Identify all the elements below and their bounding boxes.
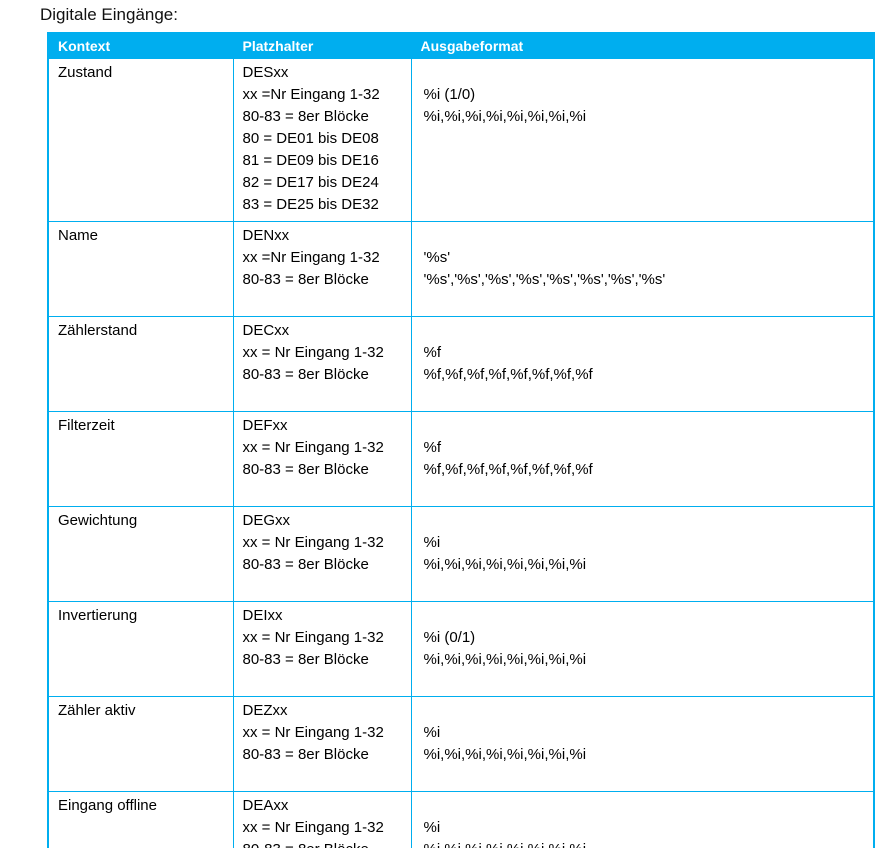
cell-line: %f,%f,%f,%f,%f,%f,%f,%f	[423, 366, 593, 383]
cell-line	[424, 225, 870, 247]
cell-line: %i,%i,%i,%i,%i,%i,%i,%i	[424, 839, 870, 848]
cell-line: xx = Nr Eingang 1-32	[242, 534, 384, 551]
cell-line: 82 = DE17 bis DE24	[242, 174, 379, 191]
cell-line: xx = Nr Eingang 1-32	[242, 629, 384, 646]
cell-ausgabeformat: %i %i,%i,%i,%i,%i,%i,%i,%i	[410, 696, 875, 792]
cell-ausgabeformat: %f %f,%f,%f,%f,%f,%f,%f,%f	[410, 411, 875, 507]
cell-line: 80-83 = 8er Blöcke	[242, 461, 369, 478]
cell-line: DENxx	[242, 227, 290, 244]
cell-line: 80-83 = 8er Blöcke	[242, 271, 369, 288]
cell-line: %i,%i,%i,%i,%i,%i,%i,%i	[423, 651, 587, 668]
cell-line: xx = Nr Eingang 1-32	[242, 819, 384, 836]
cell-platzhalter: DENxx xx =Nr Eingang 1-32 80-83 = 8er Blöc…	[232, 221, 412, 317]
cell-kontext: Invertierung	[47, 601, 234, 697]
cell-line: %i	[423, 534, 441, 551]
cell-line: %i	[423, 819, 441, 836]
cell-platzhalter: DEGxx xx = Nr Eingang 1-32 80-83 = 8er Blö…	[232, 506, 412, 602]
table-row: Zustand DESxx xx =Nr Eingang 1-32 80-83 = …	[47, 58, 875, 222]
cell-line: %i,%i,%i,%i,%i,%i,%i,%i	[423, 556, 587, 573]
cell-ausgabeformat: %i %i,%i,%i,%i,%i,%i,%i,%i	[410, 791, 875, 848]
cell-platzhalter: DECxx xx = Nr Eingang 1-32 80-83 = 8er Blö…	[232, 316, 412, 412]
cell-line	[424, 62, 870, 84]
cell-line: '%s'	[423, 249, 451, 266]
cell-line: %f	[423, 344, 442, 361]
cell-line: 80-83 = 8er Blöcke	[242, 746, 369, 763]
cell-line: %i (1/0)	[423, 86, 476, 103]
cell-line: %i (0/1)	[423, 629, 476, 646]
cell-kontext: Name	[47, 221, 234, 317]
cell-line	[424, 415, 870, 437]
cell-ausgabeformat: '%s' '%s','%s','%s','%s','%s','%s','%s','…	[410, 221, 875, 317]
cell-platzhalter: DEFxx xx = Nr Eingang 1-32 80-83 = 8er Blö…	[232, 411, 412, 507]
cell-kontext: Zählerstand	[47, 316, 234, 412]
cell-line: 80-83 = 8er Blöcke	[242, 108, 369, 125]
cell-platzhalter: DEZxx xx = Nr Eingang 1-32 80-83 = 8er Blö…	[232, 696, 412, 792]
cell-line: %f	[423, 439, 442, 456]
cell-kontext: Zähler aktiv	[47, 696, 234, 792]
table-row: Zähler aktiv DEZxx xx = Nr Eingang 1-32 80…	[47, 696, 875, 792]
cell-kontext: Filterzeit	[47, 411, 234, 507]
cell-platzhalter: DEIxx xx = Nr Eingang 1-32 80-83 = 8er Blö…	[232, 601, 412, 697]
cell-ausgabeformat: %i (0/1) %i,%i,%i,%i,%i,%i,%i,%i	[410, 601, 875, 697]
table-row: Invertierung DEIxx xx = Nr Eingang 1-32 80…	[47, 601, 875, 697]
cell-line: xx = Nr Eingang 1-32	[242, 439, 384, 456]
header-kontext: Kontext	[47, 32, 234, 59]
cell-kontext: Eingang offline	[47, 791, 234, 848]
cell-kontext: Gewichtung	[47, 506, 234, 602]
cell-line: xx =Nr Eingang 1-32	[242, 86, 380, 103]
table-row: Filterzeit DEFxx xx = Nr Eingang 1-32 80-8…	[47, 411, 875, 507]
cell-platzhalter: DESxx xx =Nr Eingang 1-32 80-83 = 8er Blöc…	[232, 58, 412, 222]
cell-line	[424, 605, 870, 627]
cell-kontext: Zustand	[47, 58, 234, 222]
cell-line	[424, 320, 870, 342]
page-title: Digitale Eingänge:	[40, 5, 178, 24]
cell-line: 81 = DE09 bis DE16	[242, 152, 379, 169]
cell-line: xx = Nr Eingang 1-32	[242, 344, 384, 361]
cell-line	[424, 510, 870, 532]
cell-line: DECxx	[242, 322, 290, 339]
cell-line: %i	[423, 724, 441, 741]
cell-line: 80-83 = 8er Blöcke	[242, 651, 369, 668]
cell-line: DEGxx	[242, 512, 291, 529]
table-header-row: Kontext Platzhalter Ausgabeformat	[47, 32, 875, 59]
cell-ausgabeformat: %f %f,%f,%f,%f,%f,%f,%f,%f	[410, 316, 875, 412]
header-platzhalter: Platzhalter	[232, 32, 412, 59]
cell-line	[424, 700, 870, 722]
table-row: Gewichtung DEGxx xx = Nr Eingang 1-32 80-8…	[47, 506, 875, 602]
cell-line: xx =Nr Eingang 1-32	[242, 249, 380, 266]
cell-line: '%s','%s','%s','%s','%s','%s','%s','%s'	[423, 271, 666, 288]
cell-line: DEZxx	[242, 702, 288, 719]
cell-line: %f,%f,%f,%f,%f,%f,%f,%f	[423, 461, 593, 478]
cell-line: 80-83 = 8er Blöcke	[242, 366, 369, 383]
table-row: Eingang offline DEAxx xx = Nr Eingang 1-3…	[47, 791, 875, 848]
table-row: Zählerstand DECxx xx = Nr Eingang 1-32 80-…	[47, 316, 875, 412]
header-ausgabeformat: Ausgabeformat	[410, 32, 875, 59]
cell-ausgabeformat: %i (1/0) %i,%i,%i,%i,%i,%i,%i,%i	[410, 58, 875, 222]
cell-line: DEFxx	[242, 417, 288, 434]
cell-line: 83 = DE25 bis DE32	[242, 196, 379, 213]
cell-line: DEIxx	[242, 607, 283, 624]
cell-line: DESxx	[242, 64, 289, 81]
cell-line	[424, 795, 870, 817]
cell-line: %i,%i,%i,%i,%i,%i,%i,%i	[423, 108, 587, 125]
cell-line: 80 = DE01 bis DE08	[242, 130, 379, 147]
digital-inputs-table: Kontext Platzhalter Ausgabeformat Zustan…	[47, 32, 875, 848]
table-row: Name DENxx xx =Nr Eingang 1-32 80-83 = 8er…	[47, 221, 875, 317]
cell-line: 80-83 = 8er Blöcke	[243, 839, 407, 848]
cell-line: %i,%i,%i,%i,%i,%i,%i,%i	[423, 746, 587, 763]
cell-ausgabeformat: %i %i,%i,%i,%i,%i,%i,%i,%i	[410, 506, 875, 602]
cell-platzhalter: DEAxx xx = Nr Eingang 1-32 80-83 = 8er Blö…	[232, 791, 412, 848]
cell-line: xx = Nr Eingang 1-32	[242, 724, 384, 741]
cell-line: DEAxx	[242, 797, 289, 814]
cell-line: 80-83 = 8er Blöcke	[242, 556, 369, 573]
